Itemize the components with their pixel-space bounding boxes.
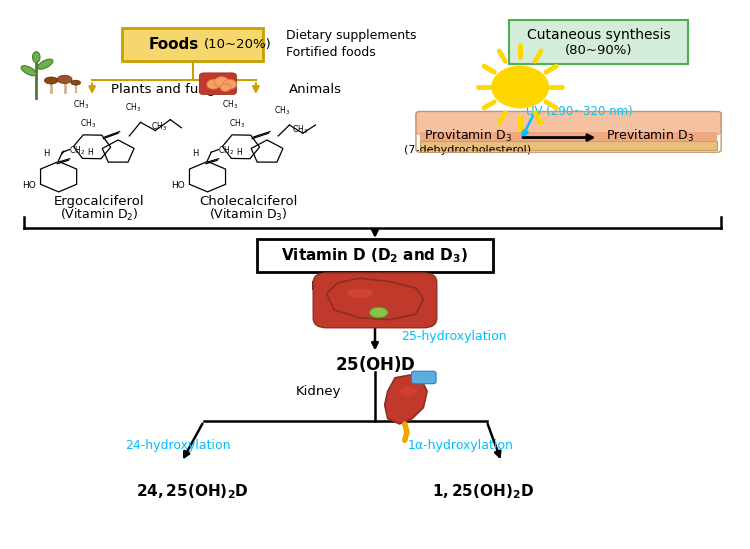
- Text: Liver: Liver: [310, 280, 343, 293]
- Text: Dietary supplements
Fortified foods: Dietary supplements Fortified foods: [286, 29, 416, 59]
- FancyBboxPatch shape: [314, 273, 436, 328]
- Text: Ergocalciferol: Ergocalciferol: [54, 195, 145, 208]
- FancyBboxPatch shape: [412, 371, 436, 384]
- Bar: [420, 132, 718, 141]
- Ellipse shape: [44, 77, 58, 84]
- Text: H: H: [44, 149, 50, 158]
- Text: Kidney: Kidney: [296, 385, 341, 398]
- Text: CH$_3$: CH$_3$: [230, 118, 245, 131]
- Text: (Vitamin D$_3$): (Vitamin D$_3$): [209, 206, 288, 223]
- Text: $\mathbf{25(OH)D}$: $\mathbf{25(OH)D}$: [334, 354, 416, 374]
- Text: CH$_3$: CH$_3$: [151, 121, 167, 133]
- FancyBboxPatch shape: [200, 73, 236, 94]
- Text: UV (290~320 nm): UV (290~320 nm): [526, 105, 633, 118]
- Circle shape: [220, 84, 230, 91]
- Ellipse shape: [21, 66, 37, 76]
- Text: HO: HO: [22, 181, 36, 191]
- Text: 24-hydroxylation: 24-hydroxylation: [125, 439, 230, 452]
- Polygon shape: [385, 375, 427, 424]
- Ellipse shape: [71, 80, 80, 85]
- Text: Animals: Animals: [290, 83, 343, 96]
- Text: 25-hydroxylation: 25-hydroxylation: [401, 330, 507, 344]
- Text: CH$_3$: CH$_3$: [274, 104, 290, 117]
- Text: CH$_2$: CH$_2$: [69, 144, 86, 156]
- FancyBboxPatch shape: [257, 239, 493, 272]
- Circle shape: [492, 66, 548, 108]
- Text: Plants and fungi: Plants and fungi: [111, 83, 219, 96]
- Circle shape: [224, 80, 236, 89]
- Text: H: H: [236, 148, 242, 156]
- Text: CH$_2$: CH$_2$: [218, 144, 234, 156]
- Bar: [420, 141, 718, 149]
- Text: (10~20%): (10~20%): [203, 37, 272, 51]
- Text: $\mathbf{24,25(OH)_2D}$: $\mathbf{24,25(OH)_2D}$: [136, 483, 249, 501]
- Ellipse shape: [370, 307, 388, 318]
- Text: +: +: [251, 36, 268, 55]
- Text: H: H: [193, 149, 199, 158]
- Text: 1α-hydroxylation: 1α-hydroxylation: [408, 439, 514, 452]
- Ellipse shape: [32, 52, 40, 63]
- Text: $\mathbf{Vitamin\ D\ (D_2\ and\ D_3)}$: $\mathbf{Vitamin\ D\ (D_2\ and\ D_3)}$: [281, 247, 469, 265]
- FancyBboxPatch shape: [416, 111, 722, 135]
- Text: H: H: [87, 148, 93, 156]
- Text: HO: HO: [171, 181, 184, 191]
- Ellipse shape: [347, 289, 374, 299]
- FancyBboxPatch shape: [122, 28, 263, 61]
- Circle shape: [214, 77, 229, 87]
- Text: Foods: Foods: [148, 37, 200, 52]
- Circle shape: [207, 80, 220, 89]
- Text: Provitamin D$_3$: Provitamin D$_3$: [424, 128, 512, 144]
- Text: CH$_3$: CH$_3$: [222, 99, 238, 111]
- Text: CH$_3$: CH$_3$: [73, 99, 89, 111]
- Text: (7-dehydrocholesterol): (7-dehydrocholesterol): [404, 144, 532, 154]
- Ellipse shape: [400, 386, 417, 396]
- Polygon shape: [326, 278, 424, 320]
- Ellipse shape: [57, 75, 72, 83]
- Text: CH$_3$: CH$_3$: [80, 118, 97, 131]
- FancyBboxPatch shape: [509, 20, 688, 64]
- Ellipse shape: [38, 59, 53, 69]
- Text: Previtamin D$_3$: Previtamin D$_3$: [607, 128, 694, 144]
- Text: Cutaneous synthesis: Cutaneous synthesis: [526, 29, 670, 42]
- Text: $\mathbf{1,25(OH)_2D}$: $\mathbf{1,25(OH)_2D}$: [432, 483, 534, 501]
- Text: CH$_3$: CH$_3$: [292, 124, 309, 136]
- Text: (80~90%): (80~90%): [565, 44, 632, 57]
- Text: (Vitamin D$_2$): (Vitamin D$_2$): [60, 206, 139, 223]
- Text: Cholecalciferol: Cholecalciferol: [200, 195, 298, 208]
- Text: CH$_3$: CH$_3$: [125, 102, 141, 114]
